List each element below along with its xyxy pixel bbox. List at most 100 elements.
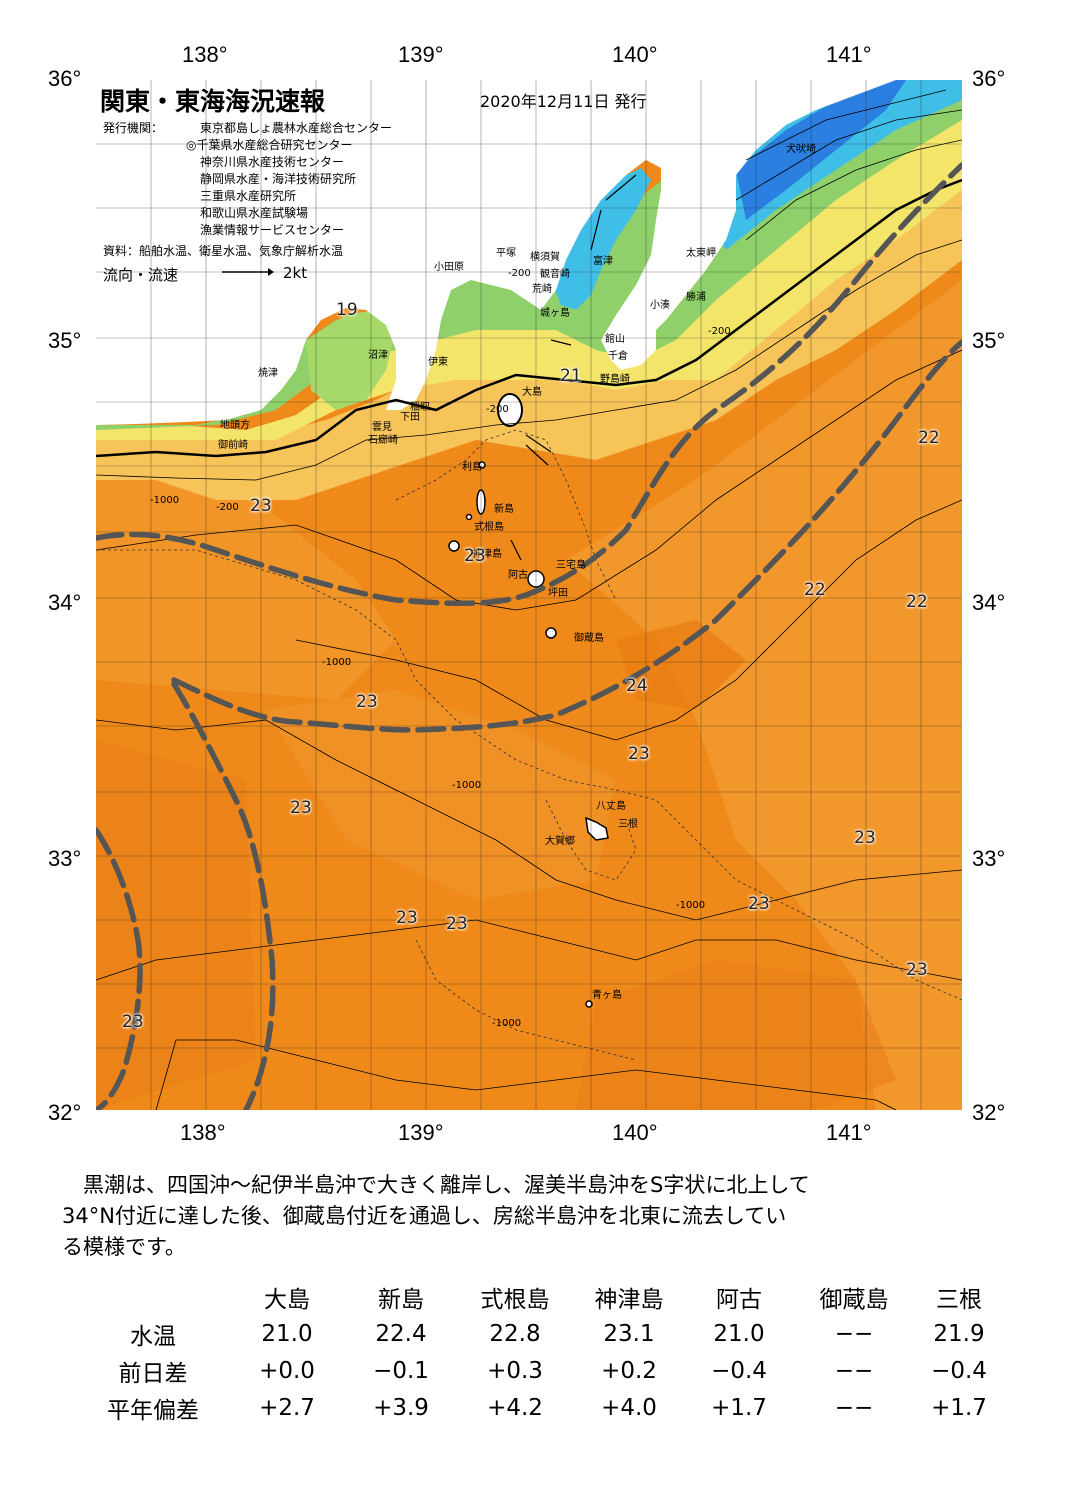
table-cell: +1.7 xyxy=(711,1394,767,1421)
place-kozushima: 神津島 xyxy=(472,549,502,560)
contour-thin-7 xyxy=(745,89,947,161)
right-lat-36: 36° xyxy=(972,66,1006,91)
depth-label: -1000 xyxy=(676,900,706,911)
top-lon-138: 138° xyxy=(182,42,228,67)
place-katsuura: 勝浦 xyxy=(686,292,706,303)
contour-thin-5 xyxy=(96,919,962,981)
depth-contour-4 xyxy=(545,799,637,881)
place-hachijojima: 八丈島 xyxy=(596,801,626,812)
issuer-1: 東京都島しょ農林水産総合センター xyxy=(200,121,393,135)
arrow-icon xyxy=(222,268,274,276)
place-nojimazaki: 野島崎 xyxy=(600,374,630,385)
land-honshu xyxy=(96,80,962,425)
island-shikinejima xyxy=(465,513,473,521)
place-kannonzaki: 観音崎 xyxy=(540,269,570,280)
land-boso-tip xyxy=(611,330,656,370)
temp-label: 23 xyxy=(122,1012,144,1032)
place-inubozaki: 犬吠埼 xyxy=(786,144,816,155)
kuroshio-southwest xyxy=(171,681,276,1110)
kuroshio-main xyxy=(96,162,962,607)
kuroshio-branch xyxy=(171,339,962,733)
place-okago: 大賀郷 xyxy=(545,836,575,847)
table-row: 平年偏差 +2.7 +3.9 +4.2 +4.0 +1.7 −− +1.7 xyxy=(78,1389,1004,1426)
contour-thin-3 xyxy=(295,499,962,741)
temp-label: 19 xyxy=(336,300,358,320)
col-oshima: 大島 xyxy=(264,1286,310,1313)
kuroshio-description: 黒潮は、四国沖～紀伊半島沖で大きく離岸し、渥美半島沖をS字状に北上して 34°N… xyxy=(62,1170,1032,1263)
description-line: 黒潮は、四国沖～紀伊半島沖で大きく離岸し、渥美半島沖をS字状に北上して xyxy=(62,1173,810,1197)
island-kozushima xyxy=(448,540,460,552)
place-mikurajima: 御蔵島 xyxy=(574,633,604,644)
table-cell: +0.0 xyxy=(259,1357,315,1384)
issuer-6: 和歌山県水産試験場 xyxy=(200,206,309,220)
depth-label: -200 xyxy=(486,404,509,415)
depth-label: -200 xyxy=(216,502,239,513)
bottom-lon-138: 138° xyxy=(180,1120,226,1145)
depth-label: -1000 xyxy=(322,657,352,668)
place-jitokata: 地頭方 xyxy=(220,420,250,431)
warm-zone-west xyxy=(96,440,396,700)
depth-label: -1000 xyxy=(150,495,180,506)
right-lat-35: 35° xyxy=(972,328,1006,353)
top-lon-139: 139° xyxy=(398,42,444,67)
col-shikinejima: 式根島 xyxy=(480,1286,550,1313)
issuer-4: 静岡県水産・海洋技術研究所 xyxy=(200,172,357,186)
row-label: 水温 xyxy=(130,1323,176,1350)
description-line: る模様です。 xyxy=(62,1235,186,1259)
table-cell: 21.9 xyxy=(933,1320,985,1347)
table-row: 水温 21.0 22.4 22.8 23.1 21.0 −− 21.9 xyxy=(78,1315,1004,1352)
place-kominato: 小湊 xyxy=(650,300,670,311)
right-lat-34: 34° xyxy=(972,590,1006,615)
depth-label: -200 xyxy=(708,326,731,337)
current-legend-label: 流向・流速 xyxy=(103,266,179,284)
table-cell: 21.0 xyxy=(713,1320,765,1347)
left-lat-36: 36° xyxy=(48,66,82,91)
temp-label: 24 xyxy=(626,676,648,696)
issuer-3: 神奈川県水産技術センター xyxy=(200,155,345,169)
contour-thin-2 xyxy=(96,349,962,611)
temp-label: 21 xyxy=(560,366,582,386)
description-line: 34°N付近に達した後、御蔵島付近を通過し、房総半島沖を北東に流去してい xyxy=(62,1204,787,1228)
depth-contour-3 xyxy=(415,939,637,1061)
table-cell: 21.0 xyxy=(261,1320,313,1347)
depth-label: -200 xyxy=(508,268,531,279)
sea-temperature-map xyxy=(96,80,962,1110)
issue-date: 2020年12月11日 発行 xyxy=(480,92,647,111)
place-tsubota: 坪田 xyxy=(548,588,568,599)
table-cell: −− xyxy=(834,1357,874,1384)
page-title: 関東・東海海況速報 xyxy=(100,87,326,116)
coastal-lightyellow-band xyxy=(96,90,962,440)
right-lat-33: 33° xyxy=(972,846,1006,871)
row-label: 前日差 xyxy=(118,1360,188,1387)
arrow-oshima-1 xyxy=(525,434,552,453)
left-lat-32: 32° xyxy=(48,1100,82,1125)
left-lat-33: 33° xyxy=(48,846,82,871)
table-cell: +4.0 xyxy=(601,1394,657,1421)
col-mitsune: 三根 xyxy=(936,1286,982,1313)
col-mikurajima: 御蔵島 xyxy=(819,1286,889,1313)
island-hachijojima xyxy=(585,816,609,841)
temp-label: 23 xyxy=(396,908,418,928)
table-cell: −− xyxy=(834,1394,874,1421)
depth-label: -1000 xyxy=(452,780,482,791)
warm-zone-east xyxy=(566,280,962,1110)
col-kozushima: 神津島 xyxy=(594,1286,664,1313)
kuroshio-far-west xyxy=(96,827,143,1110)
contour-thin-8 xyxy=(735,109,962,201)
temp-label: 23 xyxy=(464,546,486,566)
temp-label: 22 xyxy=(918,428,940,448)
temp-label: 23 xyxy=(906,960,928,980)
arrow-oshima-2 xyxy=(525,444,549,466)
temp-label: 23 xyxy=(748,894,770,914)
place-taitomisaki: 太東岬 xyxy=(686,248,716,259)
place-omaezaki: 御前崎 xyxy=(218,440,248,451)
place-toshima: 利島 xyxy=(462,462,482,473)
place-hiratsuka: 平塚 xyxy=(496,248,516,259)
place-mera: 雲見 xyxy=(372,422,392,433)
temp-label: 23 xyxy=(628,744,650,764)
place-mitsune: 三根 xyxy=(618,819,638,830)
place-irozaki: 石廊崎 xyxy=(368,435,398,446)
table-row: 前日差 +0.0 −0.1 +0.3 +0.2 −0.4 −− −0.4 xyxy=(78,1352,1004,1389)
place-aogashima: 青ヶ島 xyxy=(592,990,622,1001)
arrow-tokyo-bay-1 xyxy=(605,174,637,201)
